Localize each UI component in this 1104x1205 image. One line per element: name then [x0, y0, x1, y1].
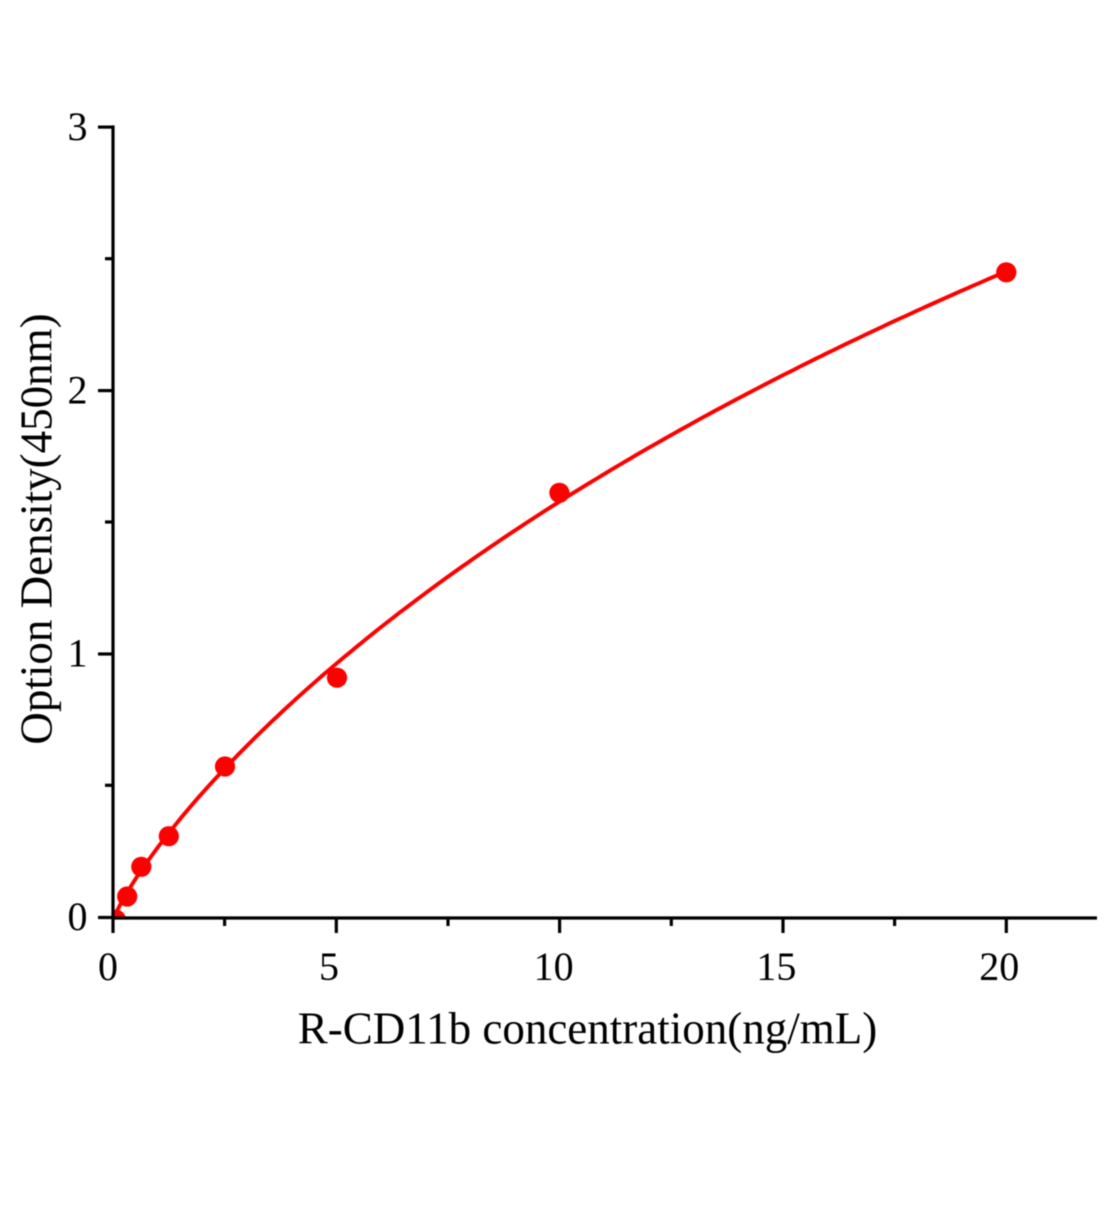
svg-text:0: 0	[68, 894, 88, 939]
svg-text:10: 10	[534, 944, 574, 989]
svg-text:Option Density(450nm): Option Density(450nm)	[12, 313, 62, 744]
svg-text:R-CD11b concentration(ng/mL): R-CD11b concentration(ng/mL)	[298, 1004, 877, 1054]
svg-text:5: 5	[319, 944, 339, 989]
svg-text:3: 3	[68, 104, 88, 149]
svg-text:2: 2	[68, 367, 88, 412]
svg-text:0: 0	[98, 944, 118, 989]
svg-text:20: 20	[979, 944, 1019, 989]
svg-text:1: 1	[68, 631, 88, 676]
svg-text:15: 15	[756, 944, 796, 989]
